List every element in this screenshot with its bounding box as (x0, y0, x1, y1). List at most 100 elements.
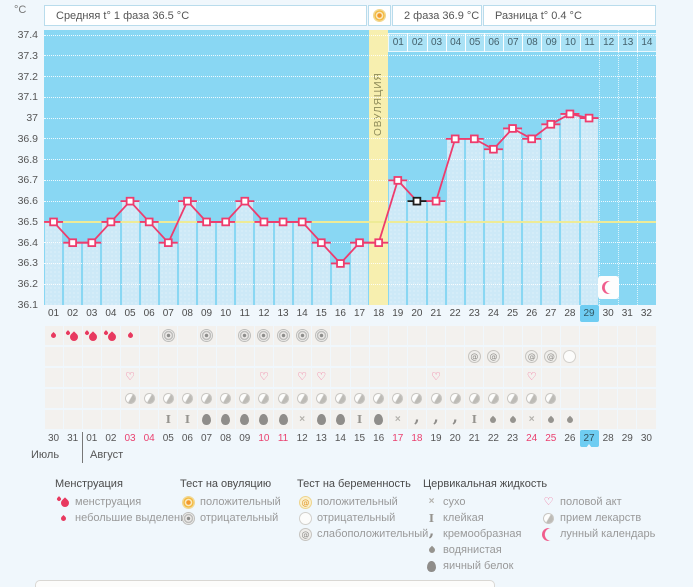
symptom-cell-day-7[interactable] (159, 368, 178, 387)
day-number-cell[interactable]: 11 (239, 308, 250, 319)
symptom-cell-day-13[interactable] (274, 326, 293, 345)
date-cell[interactable]: 25 (545, 433, 557, 444)
symptom-cell-day-10[interactable] (216, 326, 235, 345)
day-number-cell[interactable]: 20 (411, 308, 423, 319)
symptom-cell-day-32[interactable] (637, 326, 656, 345)
date-cell[interactable]: 02 (105, 433, 117, 444)
symptom-cell-day-7[interactable] (159, 347, 178, 366)
symptom-cell-day-27[interactable]: @ (541, 347, 560, 366)
temp-marker-day-10[interactable] (221, 217, 230, 227)
symptom-cell-day-18[interactable] (369, 347, 388, 366)
symptom-cell-day-30[interactable] (599, 410, 618, 429)
symptom-cell-day-9[interactable] (197, 410, 216, 429)
symptom-cell-day-31[interactable] (618, 389, 637, 408)
temp-marker-day-28[interactable] (565, 109, 575, 119)
day-number-cell[interactable]: 18 (373, 308, 385, 319)
symptom-cell-day-15[interactable]: ♡ (312, 368, 331, 387)
day-number-cell[interactable]: 13 (277, 308, 289, 319)
date-cell[interactable]: 03 (124, 433, 136, 444)
date-cell[interactable]: 21 (468, 433, 480, 444)
symptom-cell-day-20[interactable] (407, 389, 426, 408)
date-cell[interactable]: 14 (334, 433, 346, 444)
symptom-cell-day-28[interactable] (560, 368, 579, 387)
symptom-cell-day-24[interactable] (484, 410, 503, 429)
symptom-cell-day-17[interactable] (350, 368, 369, 387)
symptom-cell-day-25[interactable] (503, 410, 522, 429)
symptom-cell-day-29[interactable] (580, 326, 599, 345)
symptom-cell-day-31[interactable] (618, 368, 637, 387)
symptom-cell-day-20[interactable] (407, 326, 426, 345)
symptom-cell-day-11[interactable] (235, 347, 254, 366)
symptom-cell-day-15[interactable] (312, 410, 331, 429)
day-number-cell[interactable]: 03 (86, 308, 98, 319)
temp-marker-day-25[interactable] (508, 124, 517, 133)
symptom-cell-day-18[interactable] (369, 368, 388, 387)
temp-marker-day-16[interactable] (336, 259, 345, 268)
day-number-cell[interactable]: 17 (354, 308, 366, 319)
symptom-cell-day-23[interactable] (465, 368, 484, 387)
symptom-cell-day-12[interactable] (254, 326, 273, 345)
day-number-cell[interactable]: 06 (143, 308, 155, 319)
day-number-cell[interactable]: 27 (545, 308, 557, 319)
temp-marker-day-14[interactable] (297, 217, 307, 227)
day-number-cell[interactable]: 23 (468, 308, 480, 319)
symptom-cell-day-15[interactable] (312, 347, 331, 366)
symptom-cell-day-23[interactable] (465, 326, 484, 345)
symptom-cell-day-27[interactable] (541, 389, 560, 408)
symptom-cell-day-18[interactable] (369, 326, 388, 345)
date-cell[interactable]: 01 (86, 433, 98, 444)
date-cell[interactable]: 11 (277, 433, 289, 444)
date-cell[interactable]: 16 (373, 433, 385, 444)
temp-marker-day-21[interactable] (431, 196, 441, 206)
date-cell[interactable]: 05 (162, 433, 174, 444)
symptom-cell-day-19[interactable] (388, 368, 407, 387)
temp-marker-day-26[interactable] (527, 134, 536, 144)
symptom-cell-day-6[interactable] (140, 347, 159, 366)
date-cell[interactable]: 10 (258, 433, 270, 444)
symptom-cell-day-8[interactable] (178, 368, 197, 387)
date-cell[interactable]: 24 (526, 433, 538, 444)
symptom-cell-day-3[interactable] (82, 347, 101, 366)
symptom-cell-day-8[interactable] (178, 326, 197, 345)
day-number-cell[interactable]: 08 (181, 308, 193, 319)
day-number-cell[interactable]: 02 (67, 308, 79, 319)
symptom-cell-day-8[interactable] (178, 347, 197, 366)
day-number-cell[interactable]: 25 (507, 308, 519, 319)
symptom-cell-day-11[interactable] (235, 326, 254, 345)
symptom-cell-day-9[interactable] (197, 389, 216, 408)
date-cell[interactable]: 23 (507, 433, 519, 444)
symptom-cell-day-3[interactable] (82, 389, 101, 408)
symptom-cell-day-17[interactable] (350, 389, 369, 408)
symptom-cell-day-18[interactable] (369, 410, 388, 429)
date-cell[interactable]: 30 (48, 433, 60, 444)
symptom-cell-day-13[interactable] (274, 368, 293, 387)
symptom-cell-day-11[interactable] (235, 368, 254, 387)
symptom-cell-day-23[interactable]: I (465, 410, 484, 429)
date-cell[interactable]: 17 (392, 433, 404, 444)
day-number-cell[interactable]: 22 (449, 308, 461, 319)
symptom-cell-day-17[interactable] (350, 326, 369, 345)
symptom-cell-day-30[interactable] (599, 368, 618, 387)
symptom-cell-day-11[interactable] (235, 389, 254, 408)
temp-marker-day-2[interactable] (68, 238, 77, 247)
symptom-cell-day-30[interactable] (599, 389, 618, 408)
symptom-cell-day-32[interactable] (637, 389, 656, 408)
symptom-cell-day-29[interactable] (580, 368, 599, 387)
symptom-cell-day-16[interactable] (331, 326, 350, 345)
temp-marker-day-20[interactable] (412, 196, 422, 206)
symptom-cell-day-15[interactable] (312, 389, 331, 408)
temp-marker-day-27[interactable] (546, 120, 556, 129)
temp-marker-day-23[interactable] (470, 134, 479, 144)
symptom-cell-day-10[interactable] (216, 410, 235, 429)
symptom-cell-day-10[interactable] (216, 389, 235, 408)
temp-marker-day-8[interactable] (183, 196, 192, 206)
symptom-cell-day-16[interactable] (331, 368, 350, 387)
date-cell[interactable]: 04 (143, 433, 155, 444)
date-cell[interactable]: 19 (430, 433, 442, 444)
symptom-cell-day-25[interactable] (503, 389, 522, 408)
temp-marker-day-22[interactable] (450, 134, 460, 144)
symptom-cell-day-5[interactable] (121, 389, 140, 408)
temp-marker-day-7[interactable] (164, 238, 173, 247)
symptom-cell-day-28[interactable] (560, 389, 579, 408)
symptom-cell-day-2[interactable] (63, 389, 82, 408)
